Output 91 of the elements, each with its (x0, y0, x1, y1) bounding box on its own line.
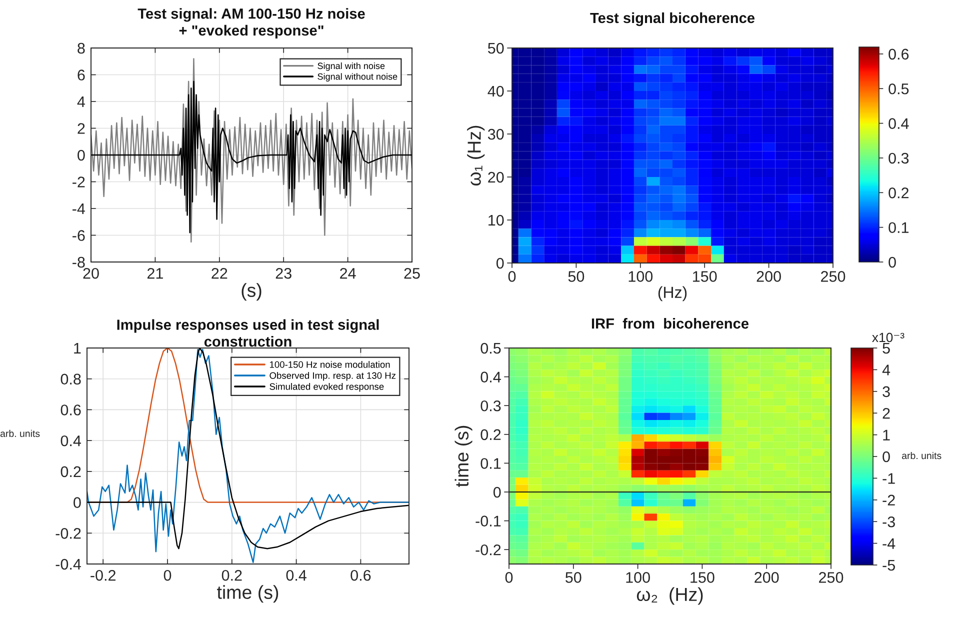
y-tick-label: 0.4 (60, 435, 81, 446)
y-tick-label: 0.5 (480, 342, 501, 354)
line-series (91, 80, 412, 234)
x-tick-label: 150 (693, 271, 717, 282)
y-tick-label: 50 (488, 42, 504, 54)
y-tick-label: 0.2 (480, 429, 501, 440)
y-tick-label: -0.1 (476, 516, 501, 526)
x-tick-label: 200 (756, 271, 781, 282)
x-axis-title: (s) (242, 283, 262, 301)
color-bar-label: -3 (882, 516, 895, 528)
color-bar-label: 0.2 (888, 188, 908, 198)
x-tick-label: 23 (276, 268, 292, 279)
x-tick-label: 50 (568, 271, 584, 282)
y-tick-label: 0.8 (60, 374, 81, 385)
y-tick-label: 0.6 (60, 404, 81, 416)
x-tick-label: 100 (626, 572, 650, 583)
y-tick-label: 0.3 (480, 400, 501, 412)
x-tick-label: 24 (340, 268, 356, 279)
x-tick-label: 150 (690, 572, 714, 583)
y-tick-label: 20 (488, 172, 504, 183)
color-bar-label: 0.3 (888, 152, 909, 164)
chart-title: Test signal bicoherence (590, 12, 755, 26)
y-tick-label: 40 (488, 86, 504, 97)
legend-label: Simulated evoked response (270, 383, 384, 392)
color-bar-label: 0.1 (888, 222, 909, 234)
x-tick-label: -0.2 (90, 570, 116, 581)
legend-label: Observed Imp. resp. at 130 Hz (270, 372, 396, 381)
color-bar-label: 0.6 (888, 48, 909, 60)
line-series (91, 58, 412, 243)
color-bar-label: 0.4 (888, 118, 909, 129)
color-bar-label: 3 (882, 386, 890, 398)
color-bar-label: 0 (882, 451, 890, 462)
x-tick-label: 22 (212, 268, 228, 279)
y-axis-title: time (s) (454, 426, 472, 487)
y-tick-label: 0 (78, 150, 85, 161)
x-tick-label: 200 (754, 572, 779, 583)
y-tick-label: -0.2 (56, 528, 81, 539)
color-bar-label: 4 (882, 364, 890, 376)
y-tick-label: 0 (496, 258, 504, 269)
chart-title: Impulse responses used in test signal construction (117, 319, 379, 347)
y-tick-label: 0.4 (480, 372, 501, 382)
x-tick-label: 0.2 (222, 570, 242, 581)
x-tick-label: 0.4 (286, 570, 306, 581)
x-tick-label: 21 (147, 268, 163, 279)
chart-title: Test signal: AM 100-150 Hz noise + "evoked response" (138, 8, 365, 39)
color-bar-label: -5 (882, 560, 895, 571)
y-tick-label: -8 (72, 256, 85, 268)
x-tick-label: 250 (821, 271, 846, 282)
x-tick-label: 0 (508, 271, 516, 282)
color-bar-label: 5 (882, 343, 890, 354)
x-tick-label: 25 (404, 268, 420, 279)
y-tick-label: 0 (493, 486, 501, 498)
y-axis-title: arb. units (0, 430, 40, 438)
x-axis-title: ω₂ (Hz) (636, 587, 703, 605)
legend-label: 100-150 Hz noise modulation (270, 361, 390, 368)
y-tick-label: 6 (78, 70, 85, 80)
y-tick-label: 8 (78, 42, 85, 54)
y-tick-label: 0 (74, 497, 81, 508)
x-tick-label: 100 (628, 271, 653, 282)
color-bar-title: arb. units (902, 452, 942, 460)
chart-title: IRF from bicoherence (592, 318, 749, 329)
y-tick-label: 30 (488, 128, 504, 140)
y-tick-label: 0.2 (60, 466, 81, 478)
y-tick-label: 2 (78, 123, 85, 134)
color-bar-label: 2 (882, 408, 890, 419)
y-tick-label: 4 (77, 96, 85, 108)
x-tick-label: 50 (566, 572, 582, 583)
y-tick-label: 1 (74, 343, 81, 354)
color-bar-label: -1 (882, 473, 895, 484)
color-bar-label: -4 (882, 538, 896, 549)
x-axis-title: time (s) (217, 585, 278, 603)
y-tick-label: 0.1 (480, 458, 501, 469)
y-tick-label: 10 (488, 214, 504, 226)
x-tick-label: 250 (819, 572, 844, 583)
x-tick-label: 0.6 (350, 570, 371, 581)
text: x10⁻³ (872, 332, 904, 342)
x-tick-label: 0 (164, 570, 172, 581)
color-bar-label: 1 (883, 430, 890, 440)
y-axis-title: ω₁ (Hz) (467, 126, 485, 186)
color-bar-label: 0.5 (888, 83, 909, 94)
y-tick-label: -2 (72, 176, 85, 188)
legend-label: Signal without noise (318, 73, 398, 82)
y-tick-label: -6 (72, 230, 85, 241)
x-axis-title: (Hz) (658, 286, 687, 302)
legend-label: Signal with noise (318, 62, 385, 71)
y-tick-label: -0.2 (476, 544, 501, 556)
color-bar-label: 0 (888, 256, 896, 268)
color-bar-label: -2 (882, 494, 895, 506)
y-tick-label: -4 (72, 204, 85, 214)
x-tick-label: 0 (505, 572, 513, 583)
y-tick-label: -0.4 (56, 558, 81, 570)
